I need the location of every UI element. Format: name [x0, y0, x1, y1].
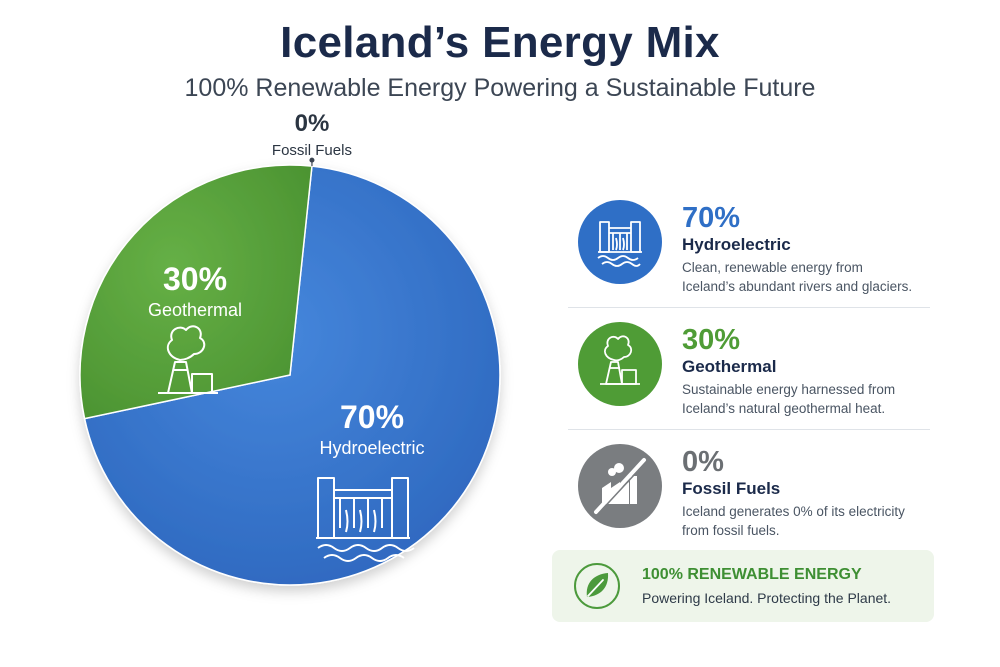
slice-value-label: 0%: [295, 110, 330, 137]
pie-slices: [79, 164, 501, 586]
legend-desc-line: Iceland’s abundant rivers and glaciers.: [682, 279, 913, 294]
banner-subtitle: Powering Iceland. Protecting the Planet.: [642, 590, 892, 606]
geothermal-plant-icon: [578, 322, 662, 406]
no-factory-icon: [578, 444, 662, 528]
legend-desc-line: Iceland’s natural geothermal heat.: [682, 401, 886, 416]
legend-name: Geothermal: [682, 357, 777, 376]
legend-desc: Clean, renewable energy from Iceland’s a…: [682, 258, 932, 296]
legend-item-geothermal: 30% Geothermal Sustainable energy harnes…: [560, 312, 930, 432]
legend-pct: 0%: [682, 446, 724, 478]
pie-slice-hydroelectric: [83, 165, 501, 586]
slice-value-label: 70%: [340, 399, 404, 435]
leaf-icon: [574, 563, 620, 609]
page-title: Iceland’s Energy Mix: [280, 18, 720, 67]
legend-desc: Sustainable energy harnessed from Icelan…: [682, 380, 932, 418]
slice-name-label: Fossil Fuels: [272, 142, 352, 159]
legend-desc: Iceland generates 0% of its electricity …: [682, 502, 932, 540]
legend-name: Fossil Fuels: [682, 479, 781, 498]
divider: [568, 307, 930, 308]
legend-desc-line: Sustainable energy harnessed from: [682, 382, 896, 397]
divider: [568, 429, 930, 430]
legend-item-fossil-fuels: 0% Fossil Fuels Iceland generates 0% of …: [560, 434, 930, 554]
page-subtitle: 100% Renewable Energy Powering a Sustain…: [184, 74, 816, 102]
dam-slice-icon: [316, 477, 415, 562]
legend-pct: 30%: [682, 324, 741, 356]
banner-title: 100% RENEWABLE ENERGY: [642, 566, 862, 583]
slice-name-label: Hydroelectric: [319, 438, 424, 458]
legend-item-hydroelectric: 70% Hydroelectric Clean, renewable energ…: [560, 190, 930, 310]
dam-icon: [578, 200, 662, 284]
legend-desc-line: from fossil fuels.: [682, 523, 780, 538]
legend-desc-line: Iceland generates 0% of its electricity: [682, 504, 905, 519]
legend-desc-line: Clean, renewable energy from: [682, 260, 863, 275]
legend-pct: 70%: [682, 202, 741, 234]
slice-name-label: Geothermal: [148, 300, 242, 320]
legend-name: Hydroelectric: [682, 235, 791, 254]
geothermal-slice-icon: [158, 325, 218, 394]
pie-slice-geothermal: [79, 164, 313, 420]
renewable-banner: 100% RENEWABLE ENERGY Powering Iceland. …: [552, 550, 934, 622]
slice-value-label: 30%: [163, 261, 227, 297]
